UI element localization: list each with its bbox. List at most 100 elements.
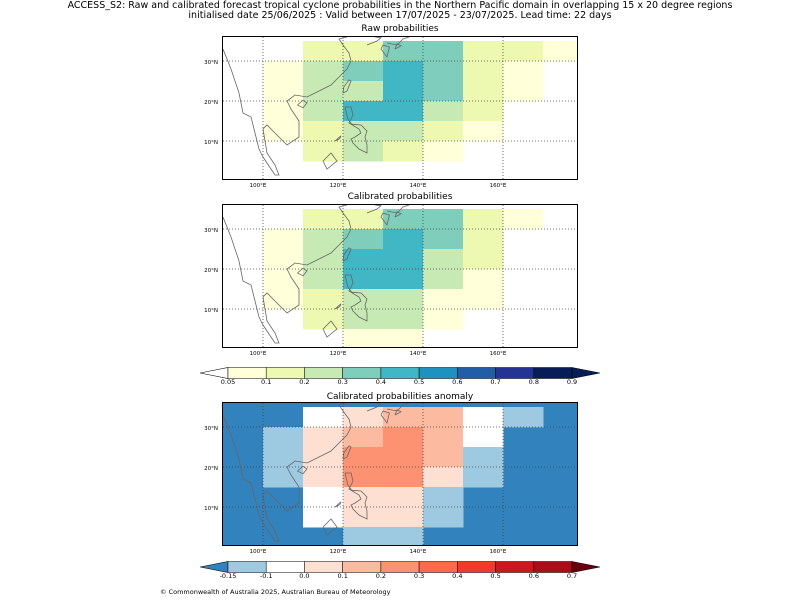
probability-cell: [383, 447, 424, 468]
coastline: [334, 303, 342, 310]
probability-cell: [303, 249, 344, 270]
probability-cell: [343, 407, 384, 428]
probability-cell: [303, 289, 344, 310]
probability-cell: [423, 101, 464, 122]
probability-cell: [303, 427, 344, 448]
map-canvas: [223, 403, 577, 545]
y-tick-10n: 10°N: [204, 506, 218, 512]
coastline: [394, 211, 402, 218]
raw-panel-title: Raw probabilities: [361, 24, 439, 34]
colorbar-tick-label: 0.4: [375, 378, 387, 386]
probability-cell: [263, 61, 304, 82]
y-tick-20n: 20°N: [204, 268, 218, 274]
colorbar-tick-label: 0.8: [528, 378, 539, 386]
coastline: [386, 403, 410, 412]
colorbar-tick-label: 0.4: [452, 572, 463, 580]
probability-cell: [303, 467, 344, 488]
coastline: [297, 99, 308, 109]
probability-cell: [423, 249, 464, 270]
probability-cell: [423, 289, 464, 310]
coastline: [322, 320, 338, 338]
coastline: [344, 274, 368, 322]
coastline: [344, 106, 368, 154]
probability-cell: [543, 41, 577, 62]
x-tick-160e: 160°E: [489, 351, 507, 357]
x-tick-100e: 100°E: [249, 549, 267, 555]
colorbar-tick-label: 0.05: [220, 378, 236, 386]
probability-cell: [423, 407, 464, 428]
probability-cell: [463, 249, 504, 270]
colorbar-segment: [227, 561, 267, 573]
probability-cell: [343, 527, 384, 545]
colorbar-segment: [418, 367, 458, 379]
probability-cell: [383, 407, 424, 428]
probability-cell: [423, 41, 464, 62]
colorbar-segment: [342, 561, 382, 573]
probability-cell: [343, 467, 384, 488]
probability-cell: [303, 81, 344, 102]
copyright-footer: © Commonwealth of Australia 2025, Austra…: [160, 588, 391, 596]
coastline: [380, 212, 390, 226]
probability-cell: [383, 249, 424, 270]
probability-colorbar: [199, 364, 601, 379]
probability-cell: [263, 427, 304, 448]
probability-cell: [343, 229, 384, 250]
probability-cell: [383, 329, 424, 347]
colorbar-tick-label: 0.2: [299, 378, 310, 386]
probability-cell: [423, 447, 464, 468]
y-tick-20n: 20°N: [204, 466, 218, 472]
probability-cell: [383, 81, 424, 102]
coastline: [386, 37, 410, 46]
colorbar-under-triangle: [199, 561, 229, 573]
probability-cell: [423, 209, 464, 230]
probability-cell: [303, 507, 344, 528]
colorbar-segment: [495, 561, 535, 573]
probability-cell: [463, 81, 504, 102]
probability-cell: [263, 467, 304, 488]
colorbar-segment: [342, 367, 382, 379]
coastline: [334, 501, 342, 508]
anomaly-map: [222, 402, 578, 546]
probability-cell: [343, 487, 384, 508]
colorbar-segment: [457, 561, 496, 573]
coastline: [394, 409, 402, 416]
coastline: [380, 44, 390, 58]
y-tick-10n: 10°N: [204, 140, 218, 146]
coastline: [394, 43, 402, 50]
x-tick-140e: 140°E: [409, 549, 427, 555]
probability-cell: [463, 269, 504, 290]
colorbar-segment: [495, 367, 535, 379]
coastline: [344, 472, 368, 520]
colorbar-tick-label: 0.1: [261, 378, 272, 386]
probability-cell: [303, 229, 344, 250]
probability-cell: [383, 527, 424, 545]
coastline: [223, 403, 352, 542]
x-tick-140e: 140°E: [409, 183, 427, 189]
probability-cell: [423, 507, 464, 528]
coastline: [366, 37, 382, 46]
probability-cell: [383, 229, 424, 250]
probability-cell: [383, 121, 424, 142]
map-canvas: [223, 205, 577, 347]
probability-cell: [423, 61, 464, 82]
colorbar-segment: [380, 367, 420, 379]
probability-cell: [303, 447, 344, 468]
probability-cell: [423, 121, 464, 142]
probability-cell: [463, 447, 504, 468]
colorbar-segment: [533, 367, 573, 379]
probability-cell: [263, 289, 304, 310]
coastline: [342, 247, 352, 262]
probability-cell: [343, 121, 384, 142]
probability-cell: [303, 61, 344, 82]
coastline: [223, 37, 352, 176]
probability-cell: [383, 427, 424, 448]
x-tick-100e: 100°E: [249, 183, 267, 189]
probability-cell: [263, 447, 304, 468]
colorbar-tick-label: 0.6: [452, 378, 463, 386]
probability-cell: [503, 61, 544, 82]
probability-cell: [383, 61, 424, 82]
y-tick-30n: 30°N: [204, 228, 218, 234]
probability-cell: [423, 427, 464, 448]
probability-cell: [343, 209, 384, 230]
probability-cell: [343, 329, 384, 347]
